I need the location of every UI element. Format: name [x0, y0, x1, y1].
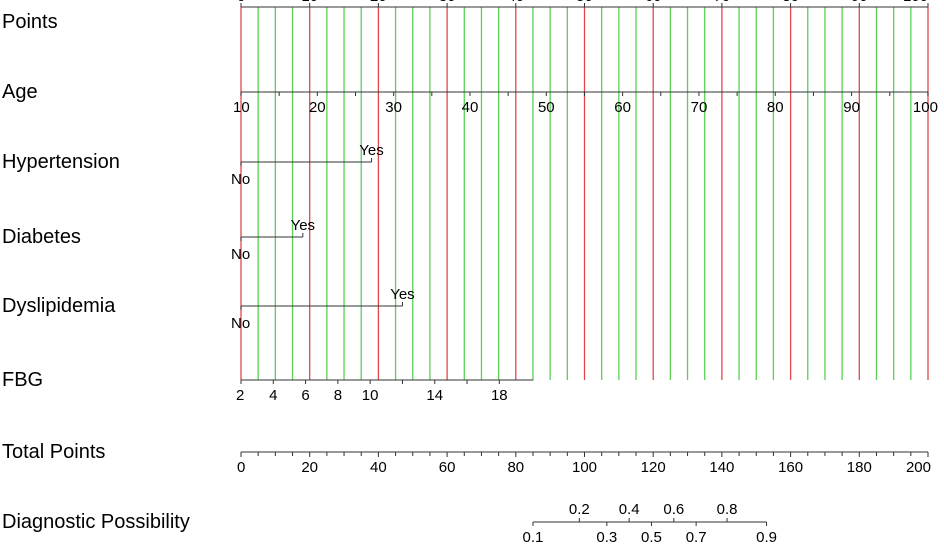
points-tick-label: 90	[851, 0, 868, 5]
age-tick-label: 50	[538, 99, 555, 116]
hypertension-level-no: No	[231, 171, 250, 188]
diagnostic-tick-label: 0.3	[596, 529, 617, 545]
fbg-tick-label: 14	[426, 387, 443, 404]
row-label-age: Age	[2, 81, 38, 103]
diabetes-level-yes: Yes	[291, 217, 315, 234]
points-tick-label: 50	[576, 0, 593, 5]
points-tick-label: 0	[237, 0, 245, 5]
age-tick-label: 70	[691, 99, 708, 116]
total-points-tick-label: 200	[906, 459, 931, 476]
diagnostic-tick-label: 0.7	[686, 529, 707, 545]
diabetes-level-no: No	[231, 246, 250, 263]
age-tick-label: 20	[309, 99, 326, 116]
fbg-tick-label: 10	[362, 387, 379, 404]
diagnostic-tick-label: 0.4	[619, 501, 640, 518]
diagnostic-tick-label: 0.1	[523, 529, 544, 545]
row-label-diagnostic-possibility: Diagnostic Possibility	[2, 511, 190, 533]
dyslipidemia-level-no: No	[231, 315, 250, 332]
row-label-diabetes: Diabetes	[2, 226, 81, 248]
total-points-tick-label: 80	[507, 459, 524, 476]
age-tick-label: 40	[462, 99, 479, 116]
diagnostic-tick-label: 0.5	[641, 529, 662, 545]
fbg-tick-label: 18	[491, 387, 508, 404]
axes: 0102030405060708090100102030405060708090…	[231, 0, 938, 545]
diagnostic-tick-label: 0.2	[569, 501, 590, 518]
points-tick-label: 40	[507, 0, 524, 5]
age-tick-label: 100	[913, 99, 938, 116]
points-tick-label: 70	[714, 0, 731, 5]
diagnostic-tick-label: 0.6	[663, 501, 684, 518]
points-tick-label: 60	[645, 0, 662, 5]
row-label-fbg: FBG	[2, 369, 43, 391]
total-points-tick-label: 180	[847, 459, 872, 476]
total-points-tick-label: 40	[370, 459, 387, 476]
total-points-tick-label: 60	[439, 459, 456, 476]
guide-lines	[240, 7, 929, 380]
total-points-tick-label: 20	[301, 459, 318, 476]
row-label-total-points: Total Points	[2, 441, 105, 463]
age-tick-label: 80	[767, 99, 784, 116]
total-points-tick-label: 120	[641, 459, 666, 476]
age-tick-label: 90	[843, 99, 860, 116]
fbg-tick-label: 4	[269, 387, 277, 404]
points-tick-label: 10	[301, 0, 318, 5]
row-label-dyslipidemia: Dyslipidemia	[2, 295, 116, 317]
points-tick-label: 20	[370, 0, 387, 5]
dyslipidemia-level-yes: Yes	[390, 286, 414, 303]
diagnostic-tick-label: 0.9	[756, 529, 777, 545]
total-points-tick-label: 100	[572, 459, 597, 476]
fbg-tick-label: 8	[334, 387, 342, 404]
age-tick-label: 30	[385, 99, 402, 116]
points-tick-label: 80	[782, 0, 799, 5]
points-tick-label: 30	[439, 0, 456, 5]
row-label-points: Points	[2, 11, 58, 33]
fbg-tick-label: 2	[236, 387, 244, 404]
total-points-tick-label: 0	[237, 459, 245, 476]
age-tick-label: 10	[233, 99, 250, 116]
points-tick-label: 100	[903, 0, 928, 5]
total-points-tick-label: 160	[778, 459, 803, 476]
total-points-tick-label: 140	[709, 459, 734, 476]
row-labels: Points Age Hypertension Diabetes Dyslipidemi…	[2, 11, 190, 533]
diagnostic-tick-label: 0.8	[717, 501, 738, 518]
age-tick-label: 60	[614, 99, 631, 116]
hypertension-level-yes: Yes	[359, 142, 383, 159]
fbg-tick-label: 6	[301, 387, 309, 404]
row-label-hypertension: Hypertension	[2, 151, 120, 173]
